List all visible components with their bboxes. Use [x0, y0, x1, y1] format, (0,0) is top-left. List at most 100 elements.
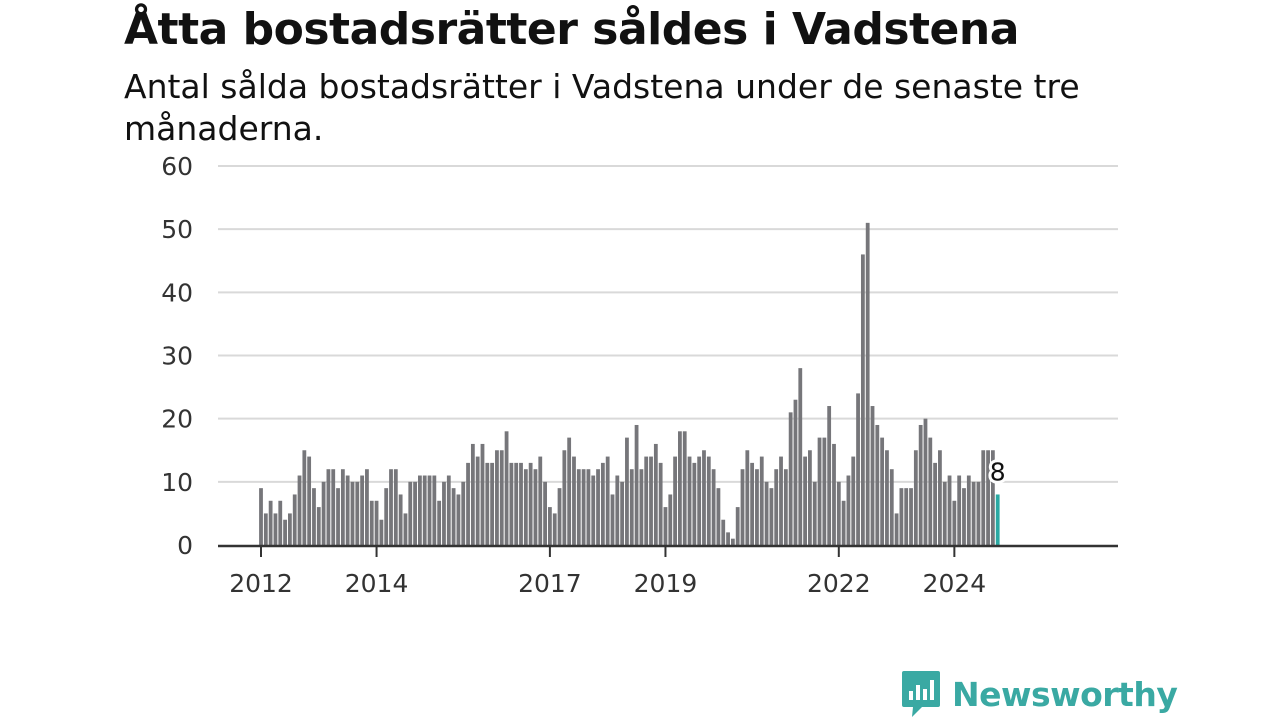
- bar-85: [668, 494, 673, 545]
- bar-53: [514, 462, 519, 545]
- x-tick-label-2012: 2012: [229, 569, 293, 598]
- bar-129: [880, 437, 885, 545]
- bar-58: [538, 456, 543, 545]
- bar-98: [730, 538, 735, 545]
- chart-title: Åtta bostadsrätter såldes i Vadstena: [124, 4, 1019, 55]
- bar-112: [798, 368, 803, 545]
- bar-22: [365, 469, 369, 545]
- bar-63: [562, 450, 567, 545]
- bars: [259, 222, 1000, 545]
- bar-124: [856, 393, 860, 545]
- bar-146: [962, 488, 966, 545]
- y-tick-label-10: 10: [161, 468, 193, 497]
- bar-36: [432, 475, 437, 545]
- y-tick-label-30: 30: [161, 342, 193, 371]
- bar-11: [312, 488, 316, 545]
- y-axis: 0 10 20 30 40 50 60: [161, 152, 193, 560]
- bar-21: [360, 475, 365, 545]
- chart-subtitle: Antal sålda bostadsrätter i Vadstena und…: [124, 67, 1080, 148]
- bar-109: [783, 469, 788, 545]
- bar-3: [273, 513, 278, 545]
- bar-16: [336, 488, 340, 545]
- bar-74: [615, 475, 620, 545]
- data-labels: 8: [987, 454, 1009, 489]
- bar-91: [697, 456, 702, 545]
- bar-116: [817, 437, 822, 545]
- bar-35: [427, 475, 432, 545]
- bar-94: [711, 469, 716, 545]
- x-tick-label-2019: 2019: [634, 569, 698, 598]
- bar-8: [297, 475, 302, 545]
- bar-73: [610, 494, 615, 545]
- bar-41: [456, 494, 461, 545]
- bar-50: [499, 450, 504, 545]
- bar-139: [928, 437, 933, 545]
- bar-33: [418, 475, 422, 545]
- bar-64: [567, 437, 572, 545]
- bar-30: [403, 513, 408, 545]
- bar-7: [292, 494, 297, 545]
- brand-name: Newsworthy: [952, 674, 1178, 714]
- bar-44: [470, 443, 475, 545]
- bar-82: [653, 443, 658, 545]
- bar-75: [620, 481, 625, 545]
- brand-logo: Newsworthy: [900, 668, 1178, 720]
- bar-137: [918, 424, 923, 545]
- bar-72: [605, 456, 610, 545]
- bar-2: [268, 500, 273, 545]
- bar-121: [841, 500, 846, 545]
- bar-125: [860, 254, 865, 545]
- bar-119: [832, 443, 836, 545]
- bar-96: [721, 519, 726, 545]
- y-tick-label-40: 40: [161, 278, 193, 307]
- bar-77: [629, 469, 634, 545]
- bar-101: [745, 450, 750, 545]
- bar-51: [504, 431, 509, 545]
- bar-113: [803, 456, 807, 545]
- bar-20: [355, 481, 360, 545]
- bar-103: [755, 469, 759, 545]
- bar-61: [552, 513, 557, 545]
- bar-93: [706, 456, 711, 545]
- bar-132: [894, 513, 899, 545]
- bar-145: [957, 475, 962, 545]
- bar-27: [389, 469, 393, 545]
- bar-118: [827, 406, 832, 545]
- bar-71: [600, 462, 605, 545]
- bar-0: [259, 488, 263, 545]
- bar-135: [909, 488, 913, 545]
- bar-15: [331, 469, 336, 545]
- bar-84: [663, 507, 668, 545]
- bar-142: [942, 481, 947, 545]
- bar-37: [437, 500, 442, 545]
- bar-122: [846, 475, 851, 545]
- bar-23: [369, 500, 374, 545]
- bar-29: [398, 494, 403, 545]
- bar-117: [822, 437, 827, 545]
- bar-1: [263, 513, 268, 545]
- bar-5: [283, 519, 287, 545]
- y-tick-label-20: 20: [161, 405, 193, 434]
- bar-97: [726, 532, 730, 545]
- bar-106: [769, 488, 774, 545]
- bar-114: [808, 450, 812, 545]
- bar-54: [519, 462, 523, 545]
- x-tick-label-2024: 2024: [923, 569, 987, 598]
- bar-76: [625, 437, 629, 545]
- bar-34: [422, 475, 427, 545]
- bar-12: [316, 507, 321, 545]
- bar-66: [576, 469, 581, 545]
- bar-67: [581, 469, 586, 545]
- bar-87: [678, 431, 682, 545]
- bar-32: [413, 481, 417, 545]
- bar-104: [759, 456, 764, 545]
- bar-59: [543, 481, 547, 545]
- newsworthy-logo-icon: [902, 671, 940, 717]
- bar-26: [384, 488, 389, 545]
- bar-79: [639, 469, 644, 545]
- bar-134: [904, 488, 909, 545]
- last-value-label: 8: [990, 457, 1006, 486]
- bar-92: [702, 450, 706, 545]
- bar-9: [302, 450, 307, 545]
